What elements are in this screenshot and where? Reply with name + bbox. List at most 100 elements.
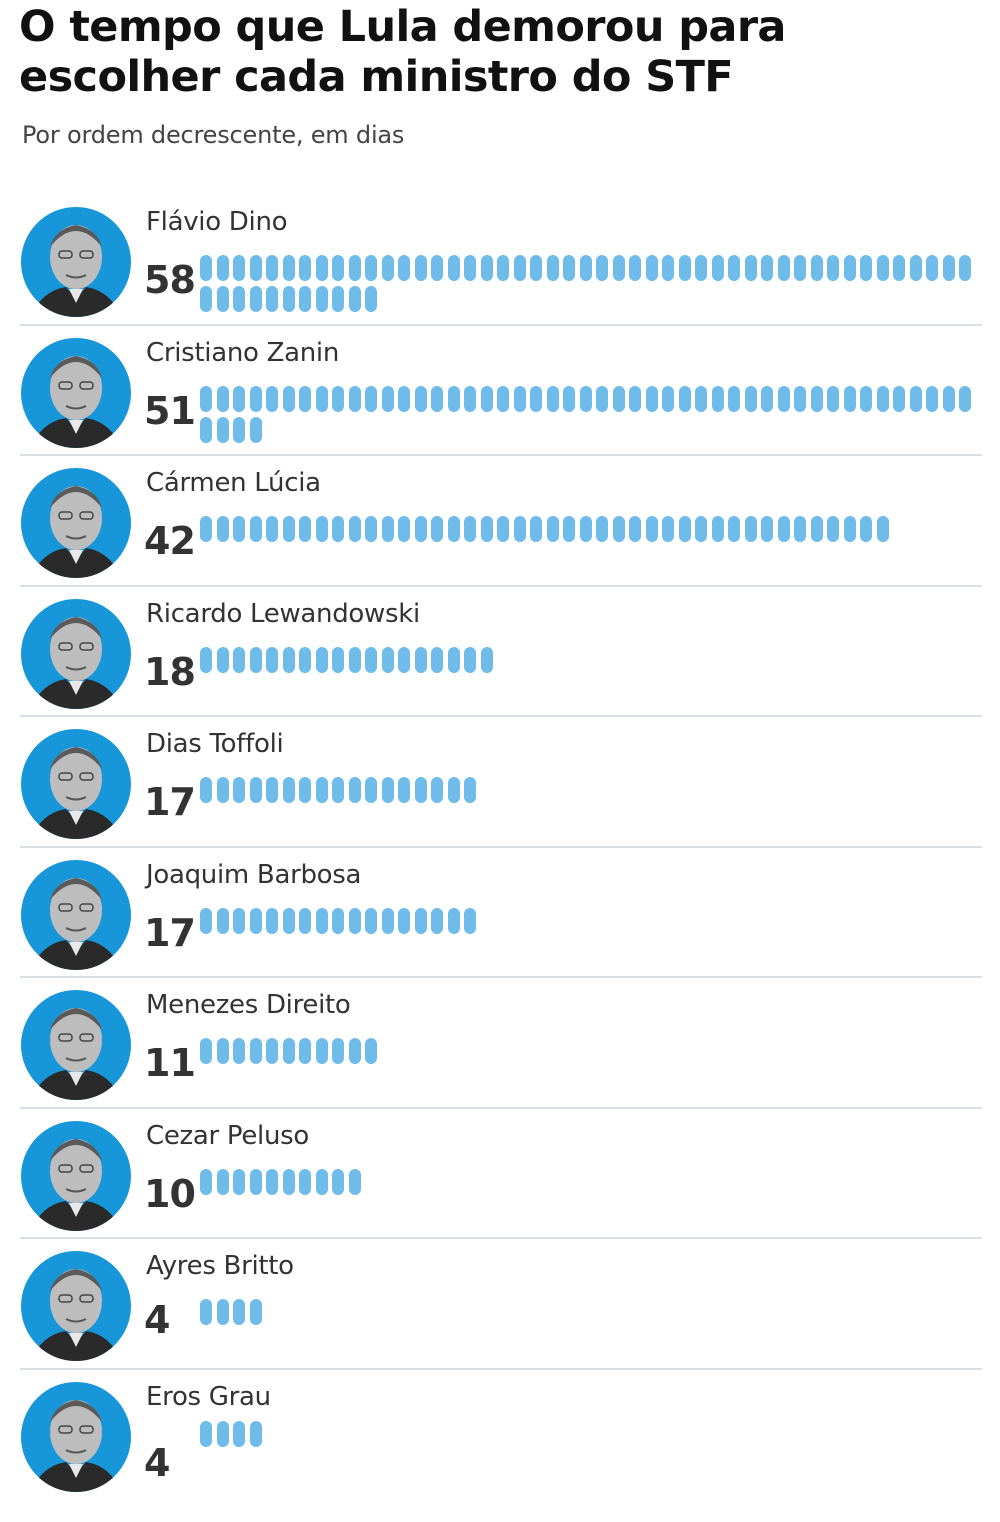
days-pictogram [200, 1420, 980, 1447]
day-pill [365, 385, 377, 412]
day-pill [200, 1420, 212, 1447]
list-item: Flávio Dino 58 [0, 195, 1000, 326]
day-pill [464, 255, 476, 281]
day-pill [530, 385, 542, 412]
day-pill [332, 385, 344, 412]
day-pill [959, 255, 971, 281]
day-pill [315, 255, 328, 281]
day-pill [662, 385, 674, 412]
day-pill [299, 1168, 311, 1195]
day-pill [513, 516, 526, 542]
day-pill [200, 385, 212, 412]
day-pill [216, 1168, 229, 1195]
day-pill [893, 385, 905, 412]
day-pill [447, 385, 460, 412]
day-pill [233, 907, 245, 934]
day-pill [447, 516, 460, 542]
day-pill [398, 907, 410, 934]
day-pill [876, 385, 889, 412]
avatar [21, 207, 131, 317]
minister-name: Flávio Dino [146, 207, 288, 237]
avatar [21, 468, 131, 578]
portrait-icon [31, 747, 121, 839]
day-pill [266, 385, 278, 412]
day-pill [200, 255, 212, 281]
day-pill [777, 255, 790, 281]
day-pill [728, 385, 740, 412]
day-pill [530, 516, 542, 542]
day-pill [233, 286, 245, 312]
day-pill [398, 516, 410, 542]
day-pill [282, 777, 295, 803]
day-pill [249, 416, 262, 443]
minister-name: Dias Toffoli [146, 729, 284, 759]
day-pill [645, 516, 658, 542]
day-pill [299, 1038, 311, 1064]
day-pill [546, 385, 559, 412]
day-pill [200, 1299, 212, 1325]
day-pill [266, 1038, 278, 1064]
day-pill [447, 777, 460, 803]
day-pill [299, 777, 311, 803]
day-pill [266, 777, 278, 803]
days-value: 17 [144, 910, 196, 955]
day-pill [794, 255, 806, 281]
list-item: Cezar Peluso 10 [0, 1109, 1000, 1239]
day-pill [596, 255, 608, 281]
day-pill [200, 516, 212, 542]
day-pill [464, 777, 476, 803]
day-pill [365, 1038, 377, 1064]
day-pill [942, 385, 955, 412]
days-value: 10 [144, 1171, 196, 1216]
day-pill [414, 255, 427, 281]
day-pill [860, 385, 872, 412]
day-pill [645, 385, 658, 412]
day-pill [282, 907, 295, 934]
days-pictogram [200, 255, 980, 312]
day-pill [761, 255, 773, 281]
day-pill [612, 516, 625, 542]
avatar [21, 337, 131, 448]
day-pill [216, 385, 229, 412]
day-pill [678, 255, 691, 281]
day-pill [431, 255, 443, 281]
avatar [21, 1381, 131, 1492]
day-pill [233, 416, 245, 443]
chart-subtitle: Por ordem decrescente, em dias [22, 121, 405, 149]
day-pill [282, 516, 295, 542]
day-pill [249, 385, 262, 412]
day-pill [249, 1299, 262, 1325]
day-pill [464, 907, 476, 934]
day-pill [563, 255, 575, 281]
day-pill [299, 286, 311, 312]
day-pill [398, 255, 410, 281]
list-item: Cristiano Zanin 51 [0, 326, 1000, 456]
day-pill [200, 416, 212, 443]
row-divider [20, 1237, 982, 1239]
days-value: 18 [144, 649, 196, 694]
day-pill [299, 385, 311, 412]
day-pill [266, 516, 278, 542]
day-pill [414, 385, 427, 412]
day-pill [744, 255, 757, 281]
day-pill [216, 1038, 229, 1064]
day-pill [348, 646, 361, 673]
days-pictogram [200, 907, 980, 934]
day-pill [926, 385, 938, 412]
day-pill [431, 385, 443, 412]
day-pill [233, 1420, 245, 1447]
day-pill [728, 516, 740, 542]
day-pill [299, 516, 311, 542]
day-pill [315, 385, 328, 412]
portrait-icon [31, 1008, 121, 1100]
minister-name: Menezes Direito [146, 990, 351, 1020]
day-pill [728, 255, 740, 281]
day-pill [464, 516, 476, 542]
day-pill [629, 255, 641, 281]
day-pill [530, 255, 542, 281]
day-pill [233, 1299, 245, 1325]
day-pill [678, 516, 691, 542]
day-pill [381, 385, 394, 412]
day-pill [414, 777, 427, 803]
day-pill [497, 255, 509, 281]
